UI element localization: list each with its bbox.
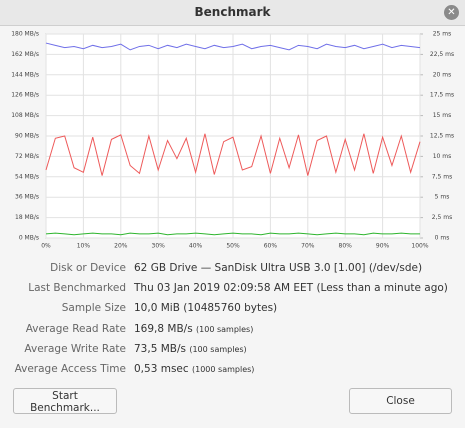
title-bar: Benchmark ✕ (0, 0, 465, 26)
x-tick-label: 100% (411, 243, 428, 250)
info-value: 62 GB Drive — SanDisk Ultra USB 3.0 [1.0… (134, 262, 423, 274)
info-value: 0,53 msec (134, 363, 189, 375)
y2-tick-label: 5 ms (435, 194, 450, 201)
y2-tick-label: 15 ms (433, 112, 452, 119)
info-label: Average Write Rate (24, 342, 126, 355)
y2-tick-label: 7,5 ms (432, 173, 452, 180)
info-value-group: 169,8 MB/s (100 samples) (134, 321, 253, 338)
x-tick-label: 30% (152, 243, 166, 250)
y2-tick-label: 17,5 ms (430, 92, 454, 99)
y-tick-label: 162 MB/s (11, 51, 39, 58)
info-value: Thu 03 Jan 2019 02:09:58 AM EET (Less th… (134, 282, 448, 295)
series-line (45, 42, 421, 51)
y-tick-label: 36 MB/s (15, 194, 39, 201)
y2-tick-label: 12,5 ms (430, 133, 454, 140)
close-icon[interactable]: ✕ (444, 5, 459, 20)
info-row: Average Read Rate 169,8 MB/s (100 samples… (0, 321, 465, 337)
window-title: Benchmark (194, 5, 271, 19)
info-note: (100 samples) (196, 324, 254, 334)
x-tick-label: 20% (114, 243, 128, 250)
info-value-group: Thu 03 Jan 2019 02:09:58 AM EET (Less th… (134, 280, 448, 296)
y2-tick-label: 22,5 ms (430, 51, 454, 58)
y-tick-label: 144 MB/s (11, 71, 39, 78)
info-row: Average Write Rate 73,5 MB/s (100 samples… (0, 341, 465, 357)
info-value-group: 10,0 MiB (10485760 bytes) (134, 300, 277, 316)
info-label: Last Benchmarked (28, 282, 126, 295)
info-row: Average Access Time 0,53 msec (1000 sampl… (0, 361, 465, 377)
y2-tick-label: 2,5 ms (432, 214, 452, 221)
x-tick-label: 40% (189, 243, 203, 250)
info-value-group: 62 GB Drive — SanDisk Ultra USB 3.0 [1.0… (134, 260, 422, 276)
info-value: 10,0 MiB (10485760 bytes) (134, 302, 278, 315)
info-note: (1000 samples) (192, 365, 255, 374)
x-tick-label: 70% (301, 243, 315, 250)
x-tick-label: 80% (339, 243, 353, 250)
chart: 0 MB/s 18 MB/s 36 MB/s 54 MB/s 72 MB/s 90 MB/… (11, 31, 454, 250)
start-button[interactable]: Start Benchmark... (13, 388, 117, 414)
close-button[interactable]: Close (349, 388, 452, 414)
y2-tick-label: 25 ms (433, 31, 452, 38)
info-row: Last Benchmarked Thu 03 Jan 2019 02:09:58… (0, 280, 465, 296)
y-tick-label: 72 MB/s (15, 153, 39, 160)
x-tick-label: 10% (77, 243, 91, 250)
info-note: (100 samples) (189, 344, 247, 354)
info-row: Sample Size 10,0 MiB (10485760 bytes) (0, 300, 465, 316)
x-tick-label: 50% (226, 243, 240, 250)
info-value-group: 73,5 MB/s (100 samples) (134, 341, 247, 358)
y-tick-label: 90 MB/s (15, 133, 39, 140)
x-tick-label: 0% (41, 243, 51, 250)
y2-tick-label: 10 ms (433, 153, 452, 160)
series-line (45, 133, 421, 176)
y-tick-label: 0 MB/s (19, 235, 39, 242)
info-value: 73,5 MB/s (134, 342, 186, 355)
info-value: 169,8 MB/s (134, 322, 193, 335)
info-label: Average Read Rate (25, 322, 126, 335)
series-line (45, 232, 420, 236)
x-tick-label: 90% (376, 243, 390, 250)
info-value-group: 0,53 msec (1000 samples) (134, 361, 254, 378)
info-row: Disk or Device 62 GB Drive — SanDisk Ultr… (0, 260, 465, 276)
y2-tick-label: 20 ms (433, 71, 452, 78)
info-label: Average Access Time (14, 363, 126, 375)
x-tick-label: 60% (264, 243, 278, 250)
info-label: Disk or Device (50, 262, 126, 274)
info-label: Sample Size (61, 302, 126, 315)
y-tick-label: 54 MB/s (15, 173, 39, 180)
y-tick-label: 108 MB/s (11, 112, 39, 119)
y2-tick-label: 0 ms (435, 235, 450, 242)
y-tick-label: 18 MB/s (15, 214, 39, 221)
y-tick-label: 180 MB/s (11, 31, 39, 38)
y-tick-label: 126 MB/s (11, 92, 39, 99)
